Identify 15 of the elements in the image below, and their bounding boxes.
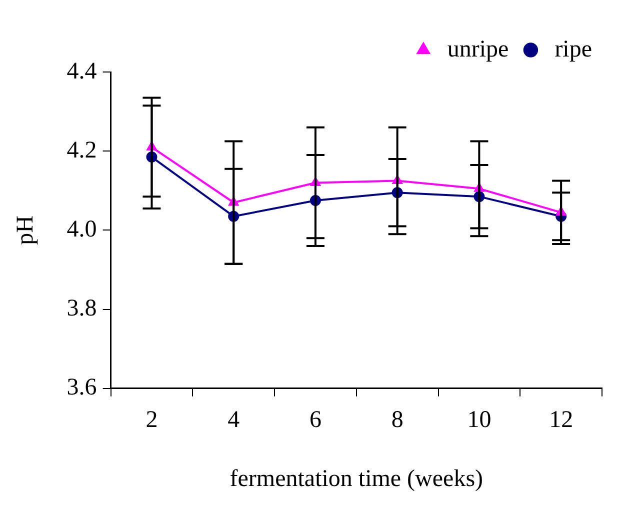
x-axis-title: fermentation time (weeks): [230, 466, 484, 492]
legend-label: ripe: [554, 36, 592, 62]
y-axis-title: pH: [12, 216, 39, 245]
y-tick-label: 3.8: [66, 296, 97, 322]
y-tick-label: 3.6: [66, 374, 97, 401]
x-tick-label: 12: [549, 407, 574, 434]
x-tick-label: 8: [391, 407, 404, 434]
legend-label: unripe: [447, 36, 509, 62]
y-tick-label: 4.0: [66, 216, 97, 242]
x-tick-label: 6: [309, 407, 322, 434]
y-tick-label: 4.4: [66, 58, 97, 84]
x-tick-label: 10: [467, 407, 492, 434]
y-tick-label: 4.2: [66, 137, 97, 164]
x-tick-label: 4: [228, 407, 240, 434]
x-tick-label: 2: [146, 407, 158, 434]
